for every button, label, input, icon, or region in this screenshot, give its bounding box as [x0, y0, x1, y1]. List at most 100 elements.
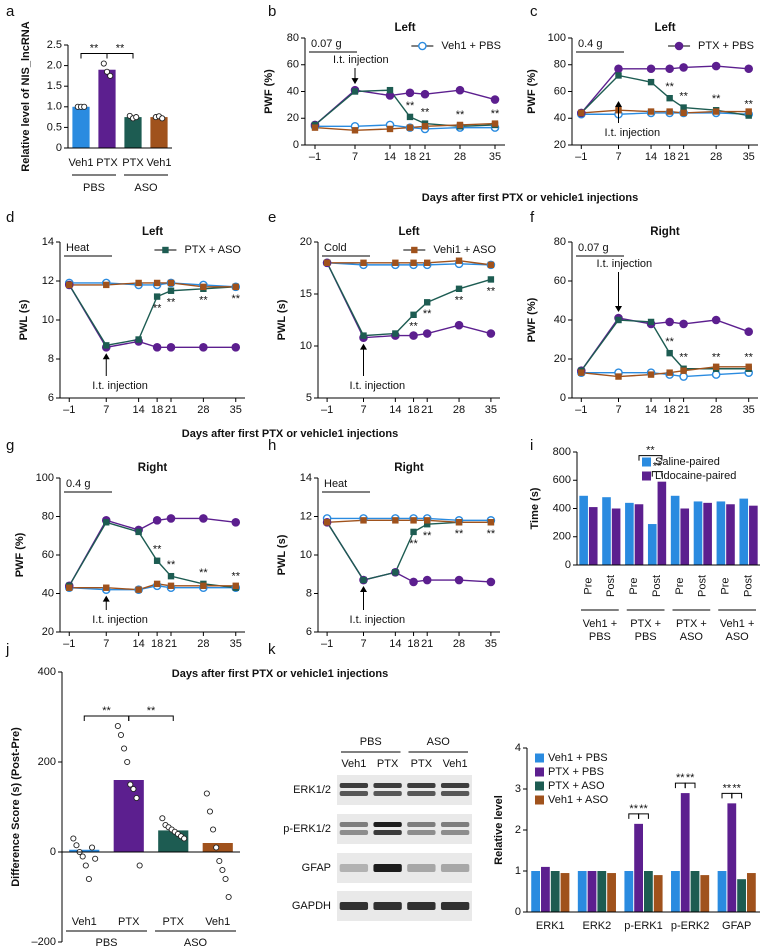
bar	[737, 879, 746, 912]
bar	[625, 502, 634, 565]
y-tick-label: 20	[287, 112, 299, 124]
x-tick-label: Veh1	[205, 916, 230, 928]
y-tick-label: 14	[42, 236, 54, 248]
bracket	[731, 792, 743, 799]
bar	[644, 871, 653, 912]
legend-marker	[674, 41, 684, 51]
y-tick-label: 0	[565, 559, 571, 571]
chart-title: Left	[398, 226, 419, 238]
bar	[98, 69, 116, 148]
bar	[739, 498, 749, 565]
marker	[614, 64, 623, 74]
x-tick-label: 14	[133, 404, 145, 416]
legend-swatch	[642, 471, 651, 481]
bar	[749, 505, 758, 565]
y-tick-label: 12	[300, 510, 312, 522]
data-point	[133, 794, 140, 802]
y-tick-label: 200	[553, 531, 571, 543]
marker	[103, 584, 110, 591]
marker	[454, 320, 464, 330]
marker	[424, 517, 431, 524]
data-point	[124, 758, 131, 766]
y-tick-label: 40	[554, 112, 566, 124]
x-tick-label: 35	[485, 638, 497, 650]
bracket	[106, 53, 134, 59]
y-tick-label: 80	[287, 32, 299, 44]
x-tick-label: –1	[63, 638, 75, 650]
x-tick-label: p-ERK1	[624, 920, 663, 932]
chart-title: Left	[654, 22, 675, 34]
group-label: PBS	[360, 736, 382, 748]
condition-label: Heat	[324, 478, 347, 490]
marker	[647, 78, 655, 86]
x-tick-label: Veh1	[72, 916, 97, 928]
significance: **	[423, 308, 432, 320]
marker	[615, 316, 622, 324]
significance: **	[116, 42, 125, 54]
row-label: ERK1/2	[293, 784, 331, 796]
condition-label: 0.4 g	[578, 38, 602, 50]
significance: **	[665, 81, 674, 93]
y-tick-label: 10	[300, 549, 312, 561]
x-tick-label: 18	[407, 638, 419, 650]
marker	[647, 371, 655, 378]
bar	[657, 481, 667, 565]
marker	[745, 112, 752, 119]
chart-title: Right	[394, 462, 424, 474]
row-label: GAPDH	[292, 900, 331, 912]
marker	[103, 281, 110, 289]
marker	[392, 330, 399, 337]
bar	[624, 871, 634, 912]
legend-label: PTX + PBS	[698, 40, 754, 52]
group-label: ASO	[134, 182, 158, 194]
data-point	[92, 855, 99, 862]
marker	[152, 342, 162, 352]
x-tick-label: 28	[197, 404, 209, 416]
marker	[135, 336, 142, 343]
annotation: I.t. injection	[92, 380, 148, 392]
condition-label: Cold	[324, 242, 347, 254]
x-tick-label: 7	[352, 151, 358, 163]
x-tick-label: 21	[165, 638, 177, 650]
significance: **	[409, 538, 418, 550]
marker	[200, 283, 207, 291]
marker	[410, 311, 417, 318]
annotation: I.t. injection	[92, 614, 148, 626]
bar	[746, 873, 756, 912]
x-tick-label: 7	[103, 638, 109, 650]
chart-title: Left	[394, 22, 415, 34]
arrow-head	[360, 586, 367, 593]
x-tick-label: PTX	[163, 916, 185, 928]
data-point	[225, 893, 232, 901]
data-point	[181, 835, 188, 842]
data-point	[206, 808, 214, 815]
marker	[360, 259, 367, 266]
x-tick-label: 35	[485, 404, 497, 416]
significance: **	[455, 528, 464, 540]
x-tick-label: 35	[743, 151, 755, 163]
x-tick-label: –1	[575, 404, 587, 416]
marker	[712, 108, 720, 115]
condition-label: Heat	[66, 242, 89, 254]
marker	[323, 519, 331, 526]
annotation: I.t. injection	[597, 258, 653, 270]
significance: **	[147, 705, 156, 717]
blot-strip	[337, 775, 472, 805]
y-tick-label: 15	[300, 288, 312, 300]
marker	[410, 259, 417, 266]
significance: **	[167, 559, 176, 571]
data-point	[117, 731, 125, 739]
significance: **	[421, 107, 430, 119]
blot-band	[373, 902, 402, 910]
marker	[166, 342, 176, 352]
x-tick-label: 35	[230, 404, 242, 416]
y-tick-label: 200	[38, 756, 56, 768]
blot-band	[440, 791, 470, 796]
blot-band	[407, 864, 436, 872]
condition-label: 0.07 g	[578, 242, 609, 254]
x-tick-label: Pre	[582, 577, 594, 594]
y-axis-label: PWF (%)	[263, 69, 275, 114]
marker	[386, 125, 394, 133]
x-tick-label: –1	[575, 151, 587, 163]
data-point	[100, 60, 107, 67]
